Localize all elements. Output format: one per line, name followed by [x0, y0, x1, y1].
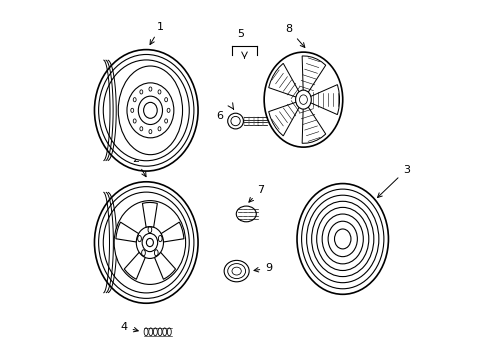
Polygon shape [116, 222, 138, 242]
Ellipse shape [118, 66, 182, 155]
Text: 4: 4 [121, 322, 138, 332]
Ellipse shape [264, 52, 342, 147]
Polygon shape [124, 252, 145, 279]
Ellipse shape [163, 328, 166, 336]
Ellipse shape [144, 328, 148, 336]
Ellipse shape [114, 201, 185, 284]
Ellipse shape [153, 328, 157, 336]
Polygon shape [268, 102, 299, 136]
Ellipse shape [103, 192, 189, 293]
Ellipse shape [158, 328, 162, 336]
Ellipse shape [167, 328, 171, 336]
Ellipse shape [295, 90, 311, 109]
Text: 5: 5 [237, 29, 244, 39]
Text: 9: 9 [253, 263, 272, 273]
Text: 3: 3 [377, 165, 409, 198]
Polygon shape [268, 63, 299, 97]
Ellipse shape [103, 60, 189, 161]
Text: 2: 2 [132, 154, 146, 177]
Ellipse shape [148, 328, 152, 336]
Polygon shape [309, 85, 339, 114]
Text: 1: 1 [150, 22, 163, 45]
Polygon shape [154, 252, 175, 279]
Text: 6: 6 [216, 111, 223, 121]
Polygon shape [161, 222, 183, 242]
Text: 7: 7 [248, 185, 264, 202]
Ellipse shape [236, 206, 256, 222]
Polygon shape [142, 202, 157, 227]
Ellipse shape [227, 113, 243, 129]
Ellipse shape [94, 182, 198, 303]
Ellipse shape [94, 50, 198, 171]
Polygon shape [302, 106, 325, 143]
Ellipse shape [224, 260, 248, 282]
Ellipse shape [136, 226, 163, 258]
Polygon shape [302, 56, 325, 93]
Text: 8: 8 [285, 24, 304, 48]
Ellipse shape [296, 184, 387, 294]
